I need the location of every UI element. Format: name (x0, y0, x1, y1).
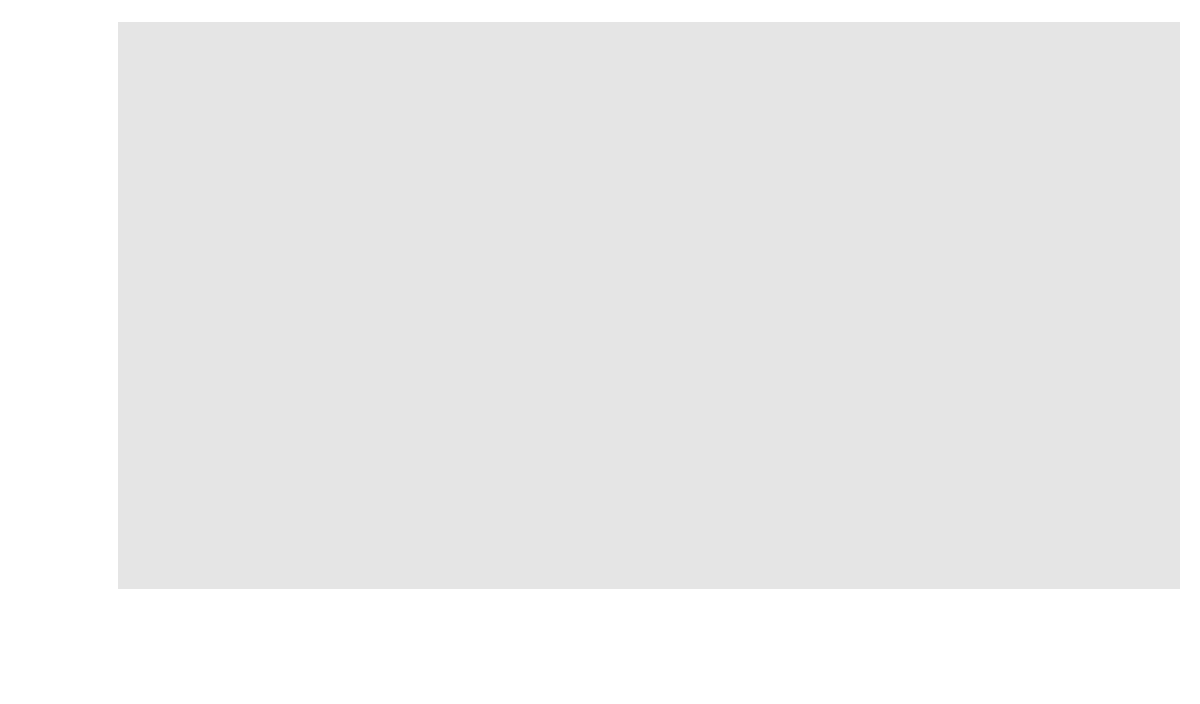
plot-area (118, 22, 1180, 589)
